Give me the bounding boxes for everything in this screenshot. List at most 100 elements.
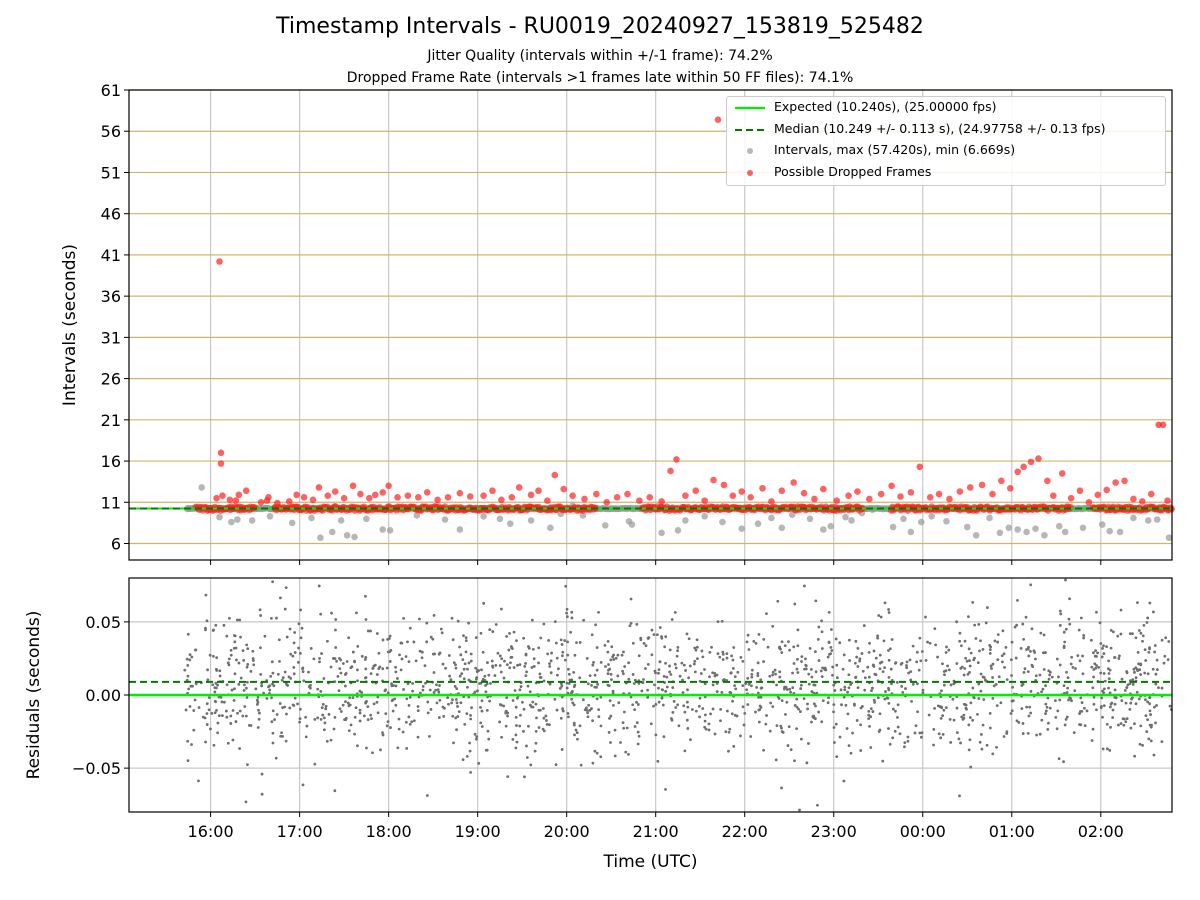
residual-point [856,646,860,650]
residual-point [921,688,925,692]
residual-point [582,618,586,622]
residual-point [901,690,905,694]
residual-point [571,701,575,705]
residual-point [273,718,276,722]
residual-point [991,662,995,666]
residual-point [525,756,529,759]
residual-point [454,663,457,667]
residual-point [1154,682,1158,686]
residual-point [1065,715,1069,719]
residual-point [344,700,347,704]
residual-point [222,700,226,704]
residual-point [587,703,591,707]
residual-point [882,639,886,643]
residual-point [826,655,830,659]
residual-point [1134,702,1138,706]
residual-point [318,656,321,660]
residual-point [780,640,784,644]
residual-point [868,641,871,645]
residual-point [639,638,643,642]
residual-point [887,702,891,705]
residual-point [569,630,573,634]
residual-point [621,721,625,724]
residual-point [664,689,668,693]
residual-point [457,710,461,714]
residual-point [498,720,502,724]
residual-point [251,649,255,653]
residual-point [686,700,689,704]
dropped-frame-point [551,471,559,479]
residual-point [611,689,615,693]
dropped-frame-point [1020,463,1027,471]
residual-point [558,687,562,690]
residual-point [1144,659,1148,662]
residual-point [826,701,830,705]
residual-point [425,794,429,797]
residual-point [631,703,635,707]
residual-point [1091,686,1095,690]
residual-point [965,659,969,663]
residual-point [485,708,489,712]
residual-point [650,653,654,657]
residual-point [780,786,783,790]
residual-point [1125,670,1129,673]
residual-point [573,653,577,657]
residual-point [793,704,797,707]
residual-point [537,661,540,665]
residual-point [401,730,405,734]
residual-point [967,748,971,752]
residual-point [779,724,783,728]
residual-point [980,747,984,751]
residual-point [757,695,760,699]
residual-point [996,658,1000,662]
dropped-frame-point [673,456,680,463]
residual-point [733,675,737,679]
residual-point [1062,684,1066,688]
residual-point [469,771,473,774]
residual-point [966,672,970,676]
residual-point [378,665,382,669]
residual-point [703,725,707,729]
residual-point [729,691,733,695]
residual-point [1152,753,1156,757]
residual-point [479,631,483,635]
residual-point [872,698,876,702]
residual-point [732,744,736,748]
residual-point [389,648,393,652]
residual-point [284,586,288,590]
legend-item-expected: Expected (10.240s), (25.00000 fps) [727,97,1165,117]
dropped-frame-point [636,497,643,504]
residual-point [411,681,415,685]
interval-point [658,529,665,537]
residual-point [698,679,702,683]
residual-point [863,688,867,692]
residual-point [319,612,323,616]
residual-point [1021,622,1025,626]
residual-point [830,628,833,631]
residual-point [354,706,358,710]
residual-point [1144,714,1148,718]
residual-point [695,645,699,649]
residual-point [461,758,465,762]
residual-point [1143,648,1147,652]
residual-point [1095,610,1098,614]
residual-point [1073,689,1077,693]
residual-point [233,687,236,691]
residual-point [217,714,221,718]
residual-point [670,718,674,722]
residual-point [814,599,818,603]
residual-point [208,653,212,657]
top-ytick-label: 36 [101,287,121,306]
residual-point [316,716,320,720]
residual-point [646,688,649,692]
residual-point [622,710,626,714]
residual-point [463,722,467,726]
residual-point [876,696,880,700]
residual-point [670,618,674,621]
residual-point [949,683,953,687]
residual-point [981,647,985,651]
residual-point [741,684,745,688]
residual-point [1029,649,1032,653]
residual-point [491,665,495,669]
residual-point [304,715,308,719]
